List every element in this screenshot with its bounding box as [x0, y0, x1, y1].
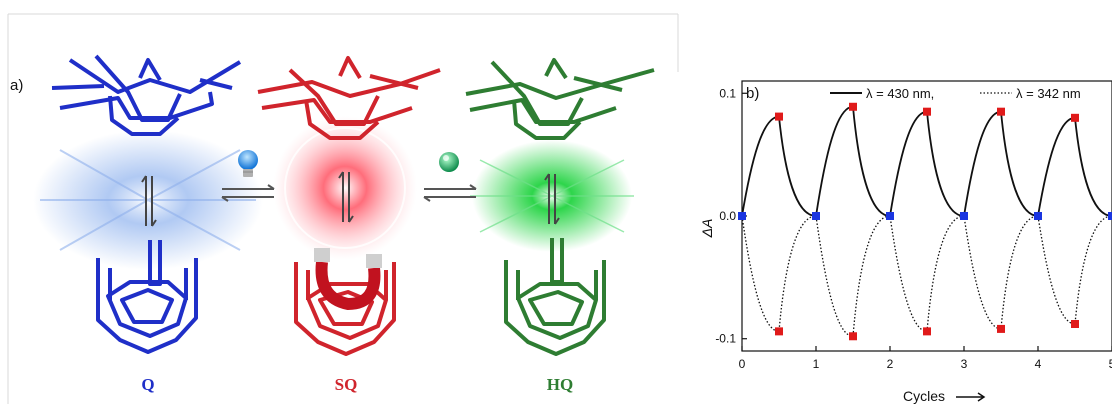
light-bulb-icon: [238, 150, 258, 177]
x-tick-label: 1: [813, 357, 820, 371]
data-point-baseline: [1034, 212, 1042, 220]
y-axis-ticks: 0.1 0.0 -0.1: [715, 86, 747, 346]
data-point-peak: [775, 112, 783, 121]
sq-top-cage: [257, 56, 441, 140]
molecule-hq: [465, 58, 655, 356]
data-point-peak: [923, 327, 931, 336]
data-point-baseline: [886, 212, 894, 220]
series-line-342nm: [741, 215, 1112, 337]
chart-series: [741, 105, 1112, 337]
q-top-cage: [51, 54, 242, 136]
series-line-430nm: [741, 105, 1112, 217]
label-hq: HQ: [547, 375, 573, 394]
magnet-icon: [314, 248, 382, 311]
data-point-peak: [1071, 320, 1079, 328]
panel-b: b) λ = 430 nm, λ = 342 nm 0.1 0.0 -0.1 0 1 2…: [699, 80, 1112, 404]
molecule-q: [33, 54, 263, 354]
chart-legend: λ = 430 nm, λ = 342 nm: [830, 86, 1081, 101]
chart-markers: [738, 102, 1112, 341]
data-point-peak: [849, 332, 857, 341]
data-point-baseline: [1108, 212, 1112, 220]
y-axis-title: ΔA: [699, 219, 715, 239]
hq-bottom-cage: [504, 238, 606, 356]
x-tick-label: 3: [961, 357, 968, 371]
x-axis-ticks: 0 1 2 3 4 5: [739, 346, 1112, 371]
q-bottom-cage: [96, 240, 198, 354]
panel-a-label: a): [10, 77, 23, 94]
data-point-peak: [775, 327, 783, 336]
vertical-equilibrium-arrows: [141, 171, 560, 227]
panel-a: a): [7, 13, 679, 404]
panel-b-label: b): [746, 85, 759, 102]
x-tick-label: 4: [1035, 357, 1042, 371]
x-tick-label: 2: [887, 357, 894, 371]
sq-glow: [273, 116, 417, 260]
plot-frame: [741, 80, 1112, 352]
data-point-baseline: [960, 212, 968, 220]
data-point-peak: [849, 102, 857, 111]
sq-bottom-cage: [294, 262, 396, 356]
horizontal-equilibrium-arrows: [221, 184, 477, 202]
data-point-peak: [997, 324, 1005, 333]
x-axis-title: Cycles: [903, 388, 945, 404]
y-tick-label: 0.1: [719, 86, 736, 100]
x-tick-label: 5: [1109, 357, 1112, 371]
label-q: Q: [141, 375, 154, 394]
green-sphere-icon: [439, 152, 459, 172]
data-point-peak: [923, 107, 931, 116]
x-axis-title-group: Cycles: [903, 388, 986, 404]
legend-dotted-label: λ = 342 nm: [1016, 86, 1081, 101]
legend-solid-label: λ = 430 nm,: [866, 86, 934, 101]
data-point-baseline: [812, 212, 820, 220]
data-point-peak: [1071, 113, 1079, 122]
hq-top-cage: [465, 58, 655, 140]
x-tick-label: 0: [739, 357, 746, 371]
y-tick-label: -0.1: [715, 332, 736, 346]
data-point-peak: [997, 107, 1005, 116]
y-tick-label: 0.0: [719, 209, 736, 223]
molecule-sq: [257, 56, 441, 356]
x-axis-arrow-icon: [956, 392, 986, 402]
data-point-baseline: [738, 212, 746, 220]
label-sq: SQ: [335, 375, 358, 394]
